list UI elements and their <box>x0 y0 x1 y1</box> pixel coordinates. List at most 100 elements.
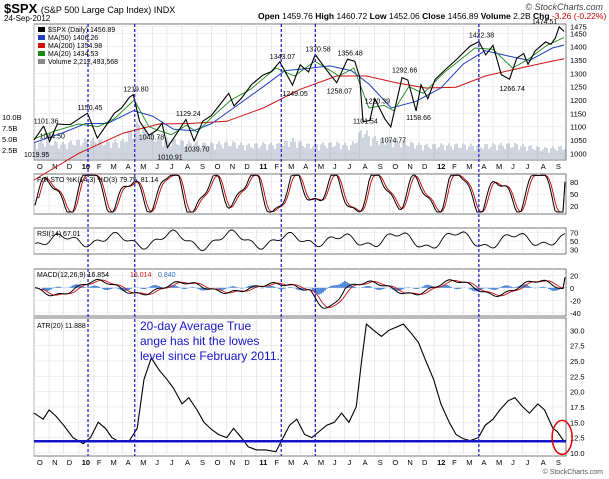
quote-summary: Open 1459.76 High 1460.72 Low 1452.06 Cl… <box>258 12 606 21</box>
rsi-y-tick: 30 <box>570 246 578 255</box>
rsi-y-tick: 50 <box>570 237 578 246</box>
x-tick-label-bottom: 11 <box>259 458 267 467</box>
x-tick-label-bottom: J <box>348 458 352 467</box>
x-tick-label-top: A <box>126 162 131 171</box>
chg-value: -3.26 (-0.22%) <box>551 11 607 21</box>
atr-legend: ATR(20) 11.888 <box>37 323 86 330</box>
macd-y-tick: -20 <box>570 296 581 305</box>
rsi-y-tick: 70 <box>570 228 578 237</box>
x-tick-label-top: 12 <box>437 162 445 171</box>
stockcharts-logo[interactable]: © StockCharts.com <box>525 2 603 12</box>
volume-label: Volume <box>480 11 511 21</box>
atr-annotation-line: 20-day Average True <box>140 319 252 333</box>
price-annotation: 1474.51 <box>532 19 557 26</box>
x-tick-label-top: 10 <box>82 162 90 171</box>
sto-d-line <box>34 174 566 213</box>
rsi-line <box>34 229 566 252</box>
x-tick-label-top: M <box>288 162 294 171</box>
price-annotation: 1150.45 <box>78 105 103 112</box>
price-y-tick: 1000 <box>570 149 587 158</box>
x-tick-label-bottom: N <box>52 458 57 467</box>
price-annotation: 1292.66 <box>392 67 417 74</box>
x-tick-label-top: J <box>511 162 515 171</box>
x-tick-label-bottom: A <box>481 458 486 467</box>
x-tick-label-bottom: N <box>230 458 235 467</box>
x-tick-label-bottom: M <box>496 458 502 467</box>
x-tick-label-bottom: S <box>378 458 383 467</box>
x-tick-label-bottom: A <box>541 458 546 467</box>
price-annotation: 1220.39 <box>365 99 390 106</box>
price-annotation: 1040.78 <box>139 134 164 141</box>
price-series-ma200 <box>33 58 565 181</box>
legend-swatch-price <box>38 27 45 32</box>
x-tick-label-bottom: 12 <box>437 458 445 467</box>
x-tick-label-bottom: 10 <box>82 458 90 467</box>
macd-y-tick: -40 <box>570 309 581 318</box>
x-tick-label-top: J <box>170 162 174 171</box>
price-annotation: 1343.07 <box>270 54 295 61</box>
sto-y-tick: 20 <box>570 202 578 211</box>
legend-swatch-ma20 <box>38 51 45 56</box>
price-annotation: 1370.58 <box>305 47 330 54</box>
x-tick-label-bottom: D <box>67 458 73 467</box>
open-label: Open <box>258 11 280 21</box>
high-label: High <box>315 11 335 21</box>
atr-y-tick: 12.5 <box>570 434 585 443</box>
sto-k-line <box>34 174 566 213</box>
x-tick-label-top: J <box>333 162 337 171</box>
x-tick-label-bottom: N <box>407 458 412 467</box>
atr-y-tick: 10.0 <box>570 449 585 458</box>
price-series-price <box>33 25 565 149</box>
x-tick-label-top: J <box>526 162 530 171</box>
x-tick-label-top: A <box>541 162 546 171</box>
x-tick-label-top: 11 <box>259 162 267 171</box>
price-y-tick: 1250 <box>570 83 587 92</box>
price-annotation: 1129.24 <box>176 111 201 118</box>
price-annotation: 1249.05 <box>282 91 307 98</box>
price-y-tick: 1450 <box>570 29 587 38</box>
x-tick-label-top: J <box>348 162 352 171</box>
volume-tick: 7.5B <box>2 124 17 133</box>
x-tick-label-bottom: F <box>452 458 457 467</box>
x-tick-label-top: A <box>481 162 486 171</box>
x-tick-label-bottom: M <box>140 458 146 467</box>
price-y-tick: 1200 <box>570 96 587 105</box>
x-tick-label-top: M <box>318 162 324 171</box>
price-annotation: 1266.74 <box>500 86 525 93</box>
x-tick-label-top: A <box>303 162 308 171</box>
macd-y-tick: 20 <box>570 271 578 280</box>
legend-swatch-volume <box>38 59 45 64</box>
x-tick-label-bottom: M <box>288 458 294 467</box>
macd-line <box>34 277 566 309</box>
price-annotation: 1258.07 <box>327 89 352 96</box>
price-annotation: 1158.66 <box>406 115 431 122</box>
price-y-tick: 1050 <box>570 136 587 145</box>
x-tick-label-top: M <box>140 162 146 171</box>
chart-date: 24-Sep-2012 <box>4 14 51 23</box>
x-tick-label-bottom: J <box>333 458 337 467</box>
macd-signal-line <box>34 277 566 308</box>
x-tick-label-top: S <box>200 162 205 171</box>
rsi-legend: RSI(14) 67.01 <box>37 231 81 238</box>
x-tick-label-top: A <box>363 162 368 171</box>
x-tick-label-top: N <box>52 162 57 171</box>
price-y-tick: 1475 <box>570 23 587 32</box>
copyright-notice: © StockCharts.com <box>542 469 603 476</box>
price-y-tick: 1350 <box>570 56 587 65</box>
price-y-tick: 1150 <box>570 109 586 118</box>
x-tick-label-top: D <box>422 162 428 171</box>
close-label: Close <box>422 11 446 21</box>
price-annotation: 1356.48 <box>337 50 362 57</box>
legend-swatch-ma200 <box>38 43 45 48</box>
price-y-tick: 1400 <box>570 43 587 52</box>
x-tick-label-top: F <box>275 162 280 171</box>
legend-label-price: $SPX (Daily) 1456.89 <box>48 27 115 34</box>
macd-legend: MACD(12,26,9) 16.854 <box>37 272 109 279</box>
x-tick-label-top: M <box>496 162 502 171</box>
x-tick-label-top: M <box>110 162 116 171</box>
macd-y-tick: 0 <box>570 284 574 293</box>
price-annotation: 1039.70 <box>184 147 209 154</box>
high-value: 1460.72 <box>336 11 368 21</box>
x-tick-label-top: S <box>556 162 561 171</box>
